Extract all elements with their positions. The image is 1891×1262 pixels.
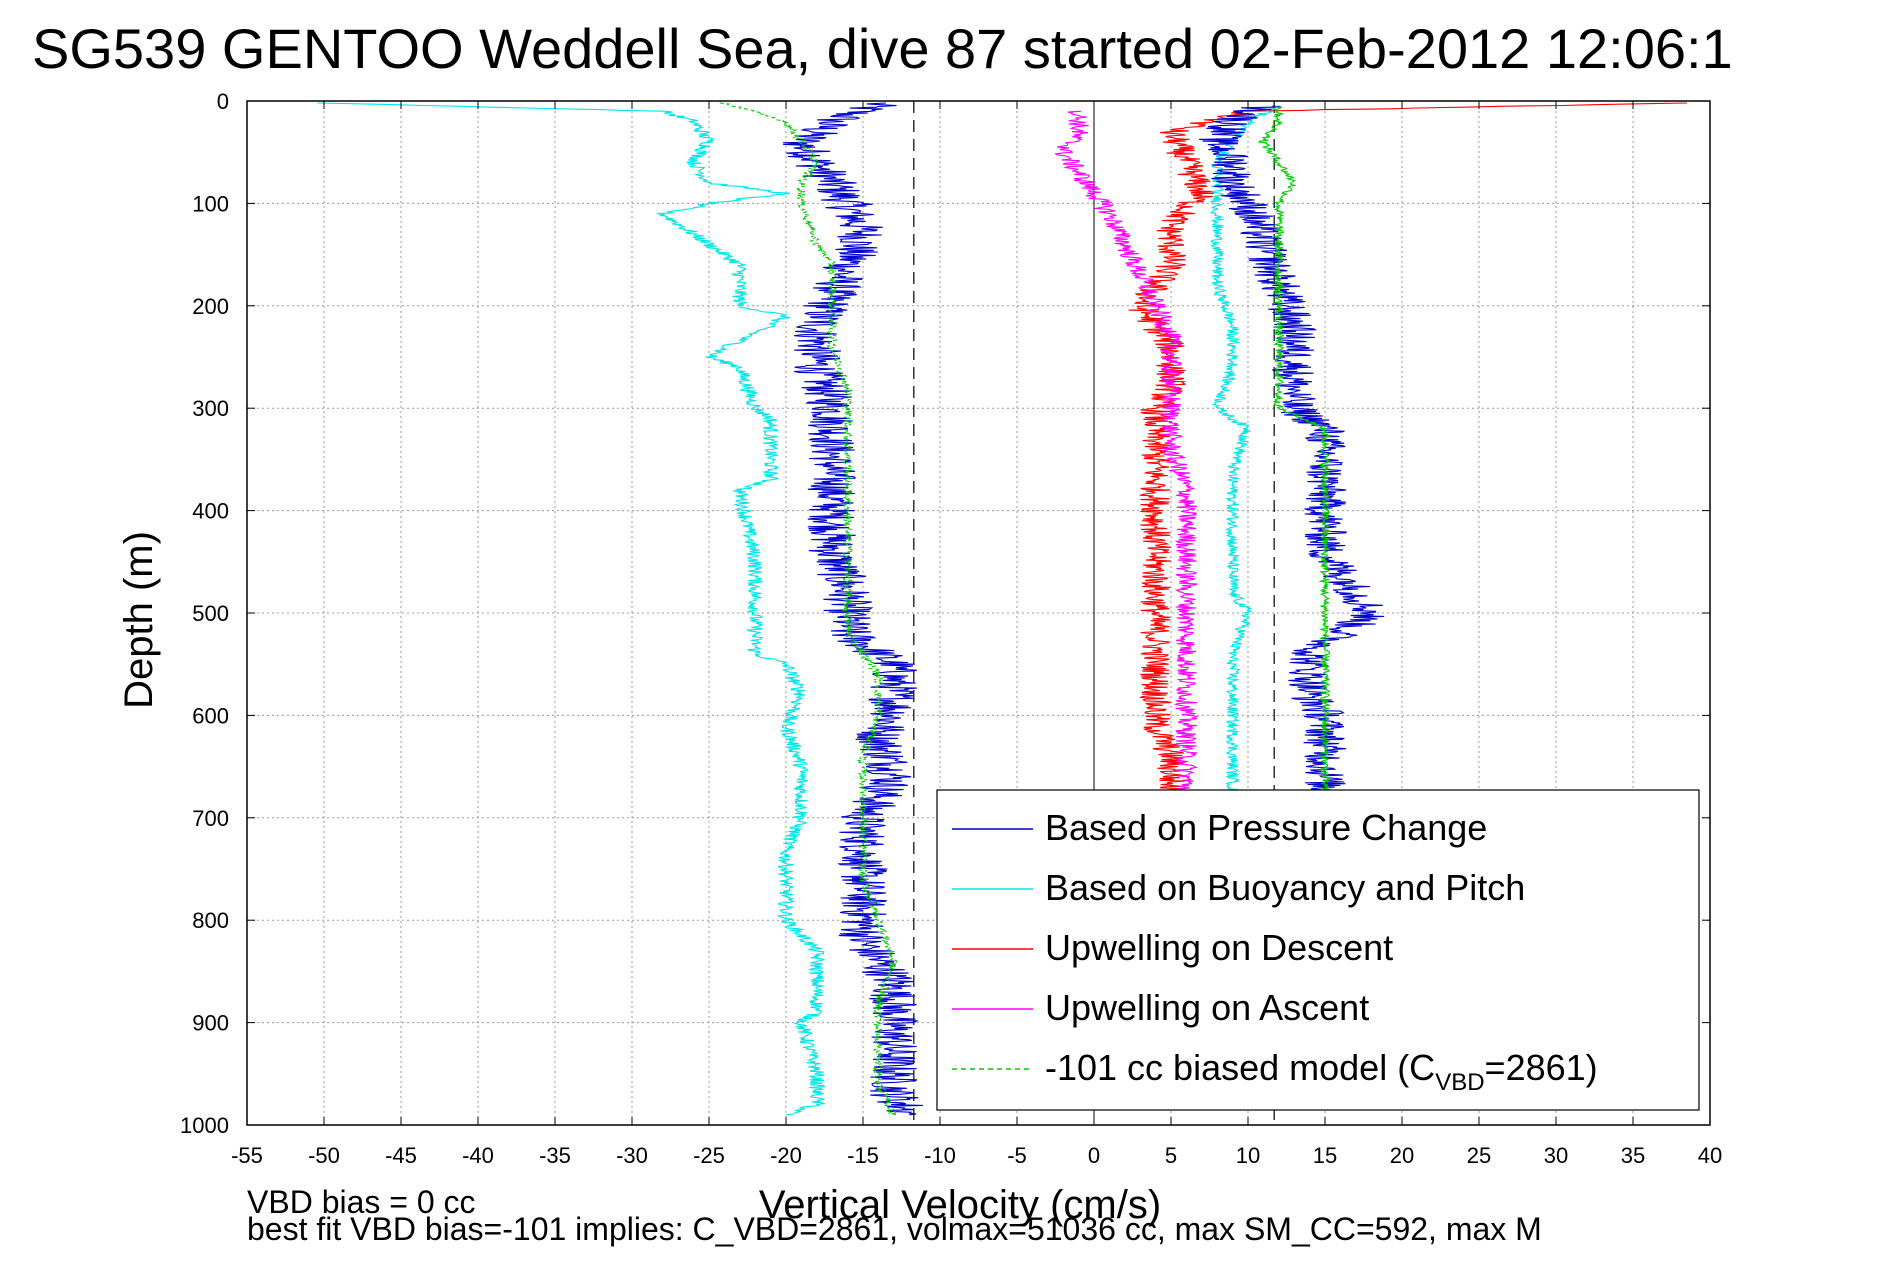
y-tick-label: 800 — [192, 908, 229, 933]
x-axis-label: Vertical Velocity (cm/s) — [759, 1183, 1161, 1227]
legend-label-text: Upwelling on Ascent — [1045, 987, 1369, 1028]
x-tick-label: -15 — [847, 1143, 879, 1168]
series-line — [1258, 105, 1332, 798]
x-tick-label: 25 — [1467, 1143, 1491, 1168]
x-tick-label: -25 — [693, 1143, 725, 1168]
y-tick-label: 900 — [192, 1011, 229, 1036]
legend-label-text: -101 cc biased model (C — [1045, 1047, 1435, 1088]
y-axis-label: Depth (m) — [117, 531, 161, 709]
legend-label: Upwelling on Ascent — [1045, 987, 1369, 1028]
series-line — [719, 102, 898, 1116]
chart-title: SG539 GENTOO Weddell Sea, dive 87 starte… — [32, 17, 1733, 80]
x-tick-label: 0 — [1088, 1143, 1100, 1168]
series-line — [1199, 105, 1385, 798]
y-tick-label: 400 — [192, 499, 229, 524]
x-tick-label: -50 — [308, 1143, 340, 1168]
series-line — [782, 102, 923, 1116]
x-tick-label: -30 — [616, 1143, 648, 1168]
x-tick-label: 40 — [1698, 1143, 1722, 1168]
x-tick-labels: -55 -50 -45 -40 -35 -30 -25 -20 -15 -10 -5 0 5 10 15 20… — [231, 1143, 1722, 1168]
x-tick-label: -5 — [1007, 1143, 1027, 1168]
y-tick-label: 1000 — [180, 1113, 229, 1138]
y-tick-labels: 0 100 200 300 400 500 600 700 800 900 1000 — [180, 89, 229, 1138]
legend-label-subscript: VBD — [1435, 1069, 1484, 1096]
y-tick-label: 500 — [192, 601, 229, 626]
legend-label: Upwelling on Descent — [1045, 927, 1393, 968]
legend-label: -101 cc biased model (CVBD=2861) — [1045, 1047, 1598, 1096]
x-tick-label: -20 — [770, 1143, 802, 1168]
x-tick-label: -10 — [924, 1143, 956, 1168]
annotation-best-fit: best fit VBD bias=-101 implies: C_VBD=28… — [247, 1211, 1542, 1247]
legend-label-tail: =2861) — [1485, 1047, 1598, 1088]
legend: Based on Pressure Change Based on Buoyanc… — [936, 789, 1700, 1111]
legend-label: Based on Buoyancy and Pitch — [1045, 867, 1525, 908]
legend-label: Based on Pressure Change — [1045, 807, 1487, 848]
x-tick-label: -35 — [539, 1143, 571, 1168]
y-tick-label: 100 — [192, 191, 229, 216]
x-tick-label: 15 — [1313, 1143, 1337, 1168]
x-tick-label: 30 — [1544, 1143, 1568, 1168]
x-tick-label: -55 — [231, 1143, 263, 1168]
x-tick-label: -45 — [385, 1143, 417, 1168]
series-line — [1054, 110, 1199, 798]
legend-label-text: Upwelling on Descent — [1045, 927, 1393, 968]
y-tick-label: 0 — [217, 89, 229, 114]
x-tick-label: 20 — [1390, 1143, 1414, 1168]
x-tick-label: -40 — [462, 1143, 494, 1168]
series-line — [1209, 105, 1280, 798]
annotation-vbd-bias: VBD bias = 0 cc — [247, 1184, 476, 1220]
x-tick-label: 10 — [1236, 1143, 1260, 1168]
series-line — [1128, 102, 1688, 798]
legend-box — [936, 789, 1700, 1111]
legend-label-text: Based on Buoyancy and Pitch — [1045, 867, 1525, 908]
y-tick-label: 300 — [192, 396, 229, 421]
y-tick-label: 700 — [192, 806, 229, 831]
x-tick-label: 5 — [1165, 1143, 1177, 1168]
x-tick-label: 35 — [1621, 1143, 1645, 1168]
y-tick-label: 600 — [192, 703, 229, 728]
axis-ticks — [246, 100, 1711, 1126]
y-tick-label: 200 — [192, 294, 229, 319]
series-layer — [317, 102, 1688, 1116]
legend-label-text: Based on Pressure Change — [1045, 807, 1487, 848]
series-line — [317, 102, 826, 1116]
